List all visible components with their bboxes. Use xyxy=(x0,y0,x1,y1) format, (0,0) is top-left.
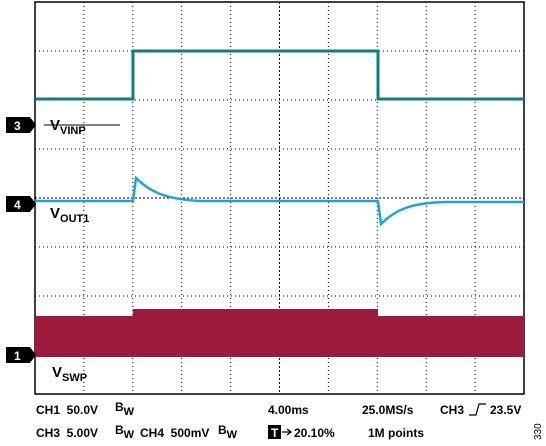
status-text: CH4 500mV xyxy=(140,426,209,440)
status-text: 1M points xyxy=(368,426,424,440)
marker-label: 3 xyxy=(14,119,21,133)
ch1-waveform xyxy=(35,309,524,357)
marker-label: 1 xyxy=(14,349,21,363)
signal-label: VOUT1 xyxy=(50,205,89,225)
status-text: 25.0MS/s xyxy=(362,403,414,417)
ch4-waveform xyxy=(35,175,524,227)
status-text: CH3 5.00V xyxy=(36,426,98,440)
status-text: 20.10% xyxy=(294,426,335,440)
channel-marker: 4 xyxy=(6,196,36,212)
bandwidth-flag: BW xyxy=(218,423,238,441)
screen-border xyxy=(34,1,525,395)
figure-number: 330 xyxy=(533,423,544,440)
status-text: CH3 xyxy=(440,403,464,417)
ch3-waveform xyxy=(35,49,524,101)
status-text: 4.00ms xyxy=(268,403,309,417)
marker-label: 4 xyxy=(14,198,21,212)
signal-label: VVINP xyxy=(50,117,86,137)
trigger-icon-box xyxy=(268,425,281,439)
bandwidth-flag: BW xyxy=(115,400,135,418)
status-text: 23.5V xyxy=(490,403,521,417)
channel-marker: 3 xyxy=(6,117,36,133)
bandwidth-flag: BW xyxy=(115,423,135,441)
status-text: CH1 50.0V xyxy=(36,403,98,417)
trigger-icon: T xyxy=(271,426,279,440)
trigger-edge-icon xyxy=(469,403,486,416)
trigger-arrow xyxy=(282,428,292,436)
signal-label: VSWP xyxy=(52,364,87,384)
channel-marker: 1 xyxy=(6,347,36,363)
